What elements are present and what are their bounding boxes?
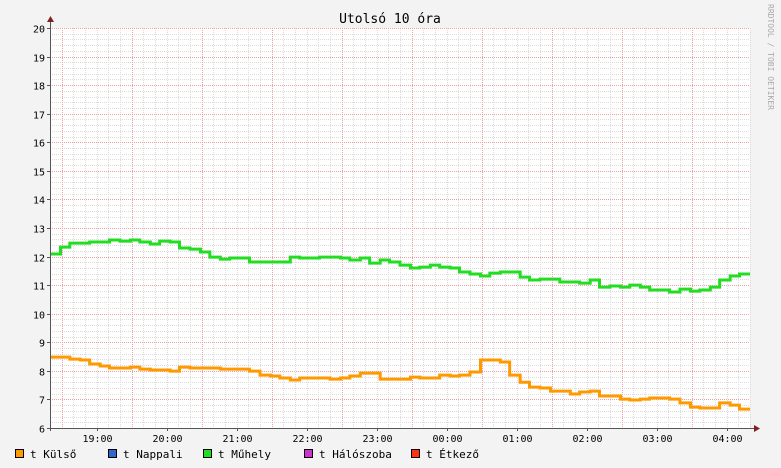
y-tick-label: 6 bbox=[39, 425, 45, 436]
x-tick-label: 00:00 bbox=[432, 434, 462, 445]
y-tick-label: 13 bbox=[33, 225, 45, 236]
series-line-t-Műhely bbox=[50, 238, 750, 294]
x-tick-label: 19:00 bbox=[82, 434, 112, 445]
legend-label: t Műhely bbox=[218, 448, 271, 461]
legend-swatch bbox=[15, 449, 24, 458]
y-tick-label: 20 bbox=[33, 25, 45, 36]
x-axis-arrow bbox=[754, 425, 760, 432]
y-axis-arrow bbox=[47, 16, 54, 22]
x-tick-label: 02:00 bbox=[572, 434, 602, 445]
series-line-t-Külső bbox=[50, 355, 750, 411]
legend-swatch bbox=[203, 449, 212, 458]
y-tick-label: 18 bbox=[33, 82, 45, 93]
x-tick-label: 22:00 bbox=[292, 434, 322, 445]
x-tick-label: 03:00 bbox=[642, 434, 672, 445]
y-tick-label: 17 bbox=[33, 111, 45, 122]
x-tick-label: 04:00 bbox=[712, 434, 742, 445]
legend-swatch bbox=[304, 449, 313, 458]
legend-label: t Étkező bbox=[426, 448, 479, 461]
y-tick-label: 15 bbox=[33, 168, 45, 179]
y-tick-label: 12 bbox=[33, 254, 45, 265]
y-tick-label: 7 bbox=[39, 396, 45, 407]
legend-swatch bbox=[108, 449, 117, 458]
y-tick-label: 19 bbox=[33, 54, 45, 65]
y-tick-label: 8 bbox=[39, 368, 45, 379]
watermark: RRDTOOL / TOBI OETIKER bbox=[766, 4, 775, 110]
y-tick-label: 16 bbox=[33, 139, 45, 150]
legend-label: t Hálószoba bbox=[319, 448, 392, 461]
legend-swatch bbox=[411, 449, 420, 458]
y-tick-label: 14 bbox=[33, 196, 45, 207]
legend: t Külső t Nappali t Műhely t Hálószoba t Étk… bbox=[15, 448, 479, 461]
y-tick-label: 10 bbox=[33, 311, 45, 322]
y-tick-label: 11 bbox=[33, 282, 45, 293]
grid bbox=[50, 28, 751, 429]
series-lines bbox=[50, 238, 750, 411]
legend-label: t Külső bbox=[30, 448, 76, 461]
y-tick-label: 9 bbox=[39, 339, 45, 350]
chart-title: Utolsó 10 óra bbox=[339, 12, 441, 27]
x-tick-label: 01:00 bbox=[502, 434, 532, 445]
x-tick-label: 23:00 bbox=[362, 434, 392, 445]
x-tick-label: 21:00 bbox=[222, 434, 252, 445]
x-tick-label: 20:00 bbox=[152, 434, 182, 445]
axes: 6 7 8 9 10 11 12 13 14 15 16 17 18 19 20 19:00 20:00 21:0… bbox=[33, 16, 760, 445]
legend-label: t Nappali bbox=[123, 448, 183, 461]
